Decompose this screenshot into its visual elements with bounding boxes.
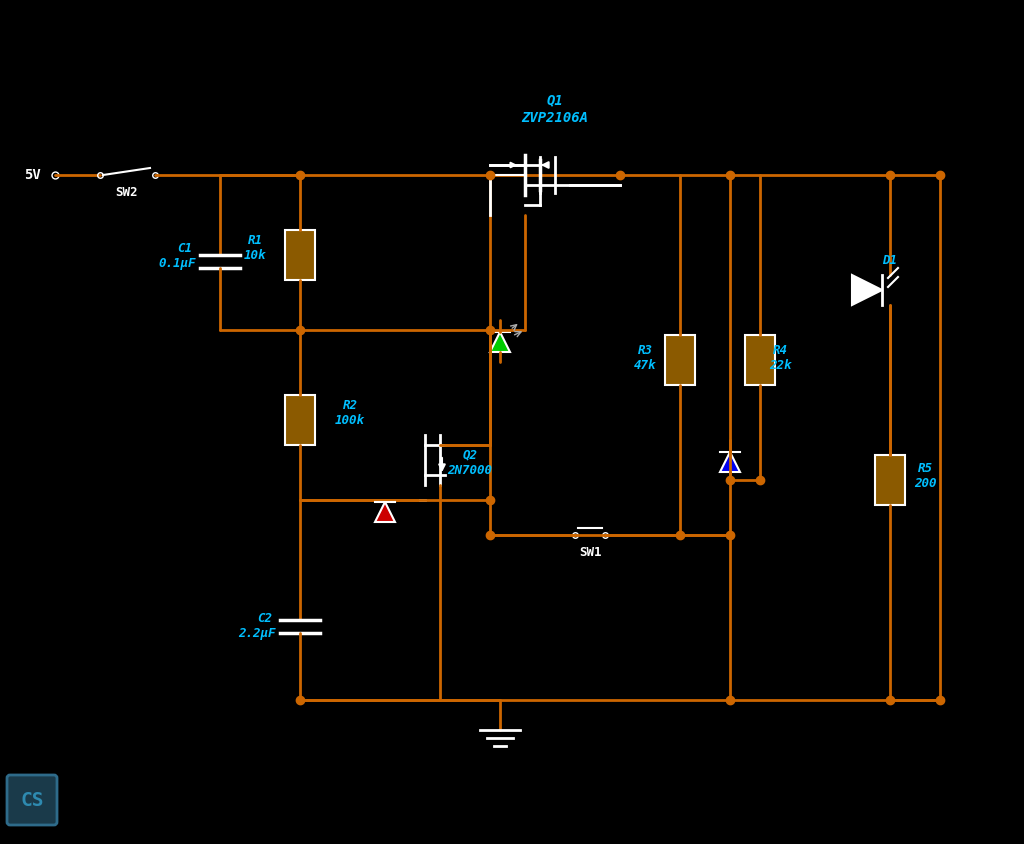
Polygon shape xyxy=(490,332,510,352)
Bar xyxy=(665,335,695,385)
Text: 22k: 22k xyxy=(769,359,792,371)
Bar xyxy=(285,395,315,445)
Text: 2.2μF: 2.2μF xyxy=(239,626,275,640)
Text: SW1: SW1 xyxy=(579,547,601,560)
Text: R5: R5 xyxy=(918,462,933,474)
Text: Q1: Q1 xyxy=(547,93,563,107)
Text: CS: CS xyxy=(20,791,44,809)
Text: 200: 200 xyxy=(913,477,936,490)
Text: 47k: 47k xyxy=(634,359,656,371)
Text: C2: C2 xyxy=(257,612,272,625)
Text: R1: R1 xyxy=(248,234,262,246)
Text: 0.1μF: 0.1μF xyxy=(159,257,196,269)
Text: C1: C1 xyxy=(177,241,193,255)
Polygon shape xyxy=(720,452,740,472)
Text: 2N7000: 2N7000 xyxy=(447,463,493,477)
Polygon shape xyxy=(852,275,882,305)
Text: 10k: 10k xyxy=(244,248,266,262)
Bar xyxy=(874,455,905,505)
Polygon shape xyxy=(375,502,395,522)
FancyBboxPatch shape xyxy=(7,775,57,825)
Text: R4: R4 xyxy=(772,344,787,356)
Text: R3: R3 xyxy=(638,344,652,356)
Text: SW2: SW2 xyxy=(116,186,138,198)
Text: R2: R2 xyxy=(342,398,357,412)
Text: 5V: 5V xyxy=(24,168,40,182)
Text: Q2: Q2 xyxy=(463,448,477,462)
Text: ZVP2106A: ZVP2106A xyxy=(521,111,589,125)
Text: D1: D1 xyxy=(883,253,897,267)
Bar xyxy=(285,230,315,280)
Text: 100k: 100k xyxy=(335,414,365,426)
Bar xyxy=(745,335,775,385)
